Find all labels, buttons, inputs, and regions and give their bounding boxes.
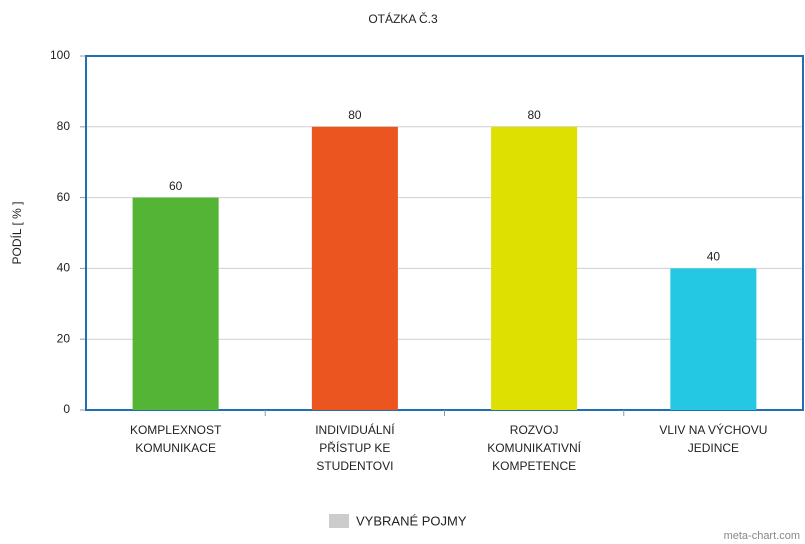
chart-title: OTÁZKA Č.3 [368,11,438,26]
bar [311,126,398,411]
bar [132,197,219,410]
value-label: 40 [707,250,721,264]
legend-label: VYBRANÉ POJMY [356,513,467,528]
x-tick-label-line: KOMPETENCE [492,459,576,473]
x-tick-label-line: KOMUNIKACE [135,441,216,455]
x-tick-label-line: VLIV NA VÝCHOVU [659,422,767,437]
x-tick-label: ROZVOJ KOMUNIKATIVNÍ KOMPETENCE [487,423,581,473]
x-tick-label-line: PŘÍSTUP KE [319,440,390,455]
x-tick-label: KOMPLEXNOST KOMUNIKACE [130,423,222,455]
y-tick-label: 80 [57,119,71,133]
x-tick-label-line: KOMUNIKATIVNÍ [487,440,581,455]
bar [670,268,757,410]
value-label: 80 [348,108,362,122]
y-tick-label: 60 [57,190,71,204]
bar [491,126,578,411]
x-tick-label-line: ROZVOJ [510,423,559,437]
y-tick-label: 0 [63,402,70,416]
y-tick-label: 40 [57,261,71,275]
watermark: meta-chart.com [724,530,800,542]
x-tick-label-line: STUDENTOVI [316,459,393,473]
y-axis-label: PODÍL [ % ] [9,202,24,265]
x-tick-label-line: JEDINCE [688,441,739,455]
x-tick-label-line: KOMPLEXNOST [130,423,222,437]
x-tick-label: INDIVIDUÁLNÍ PŘÍSTUP KE STUDENTOVI [315,422,395,473]
value-label: 80 [527,108,541,122]
x-tick-label-line: INDIVIDUÁLNÍ [315,422,395,437]
y-tick-label: 100 [50,48,70,62]
x-tick-label: VLIV NA VÝCHOVU JEDINCE [659,422,767,455]
legend-swatch [329,514,349,528]
y-tick-label: 20 [57,331,71,345]
value-label: 60 [169,179,183,193]
